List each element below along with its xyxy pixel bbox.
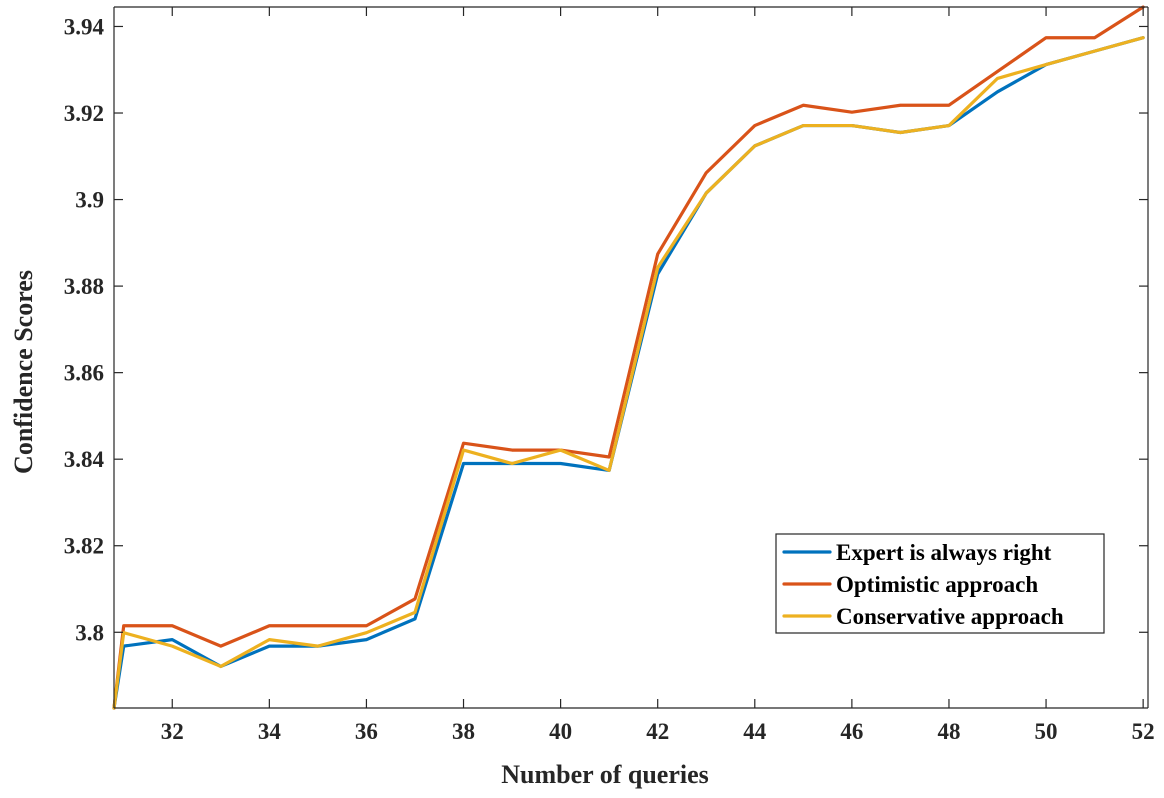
legend-items: Expert is always right Optimistic approac… bbox=[782, 540, 1064, 629]
series-layer bbox=[112, 5, 1145, 710]
y-tick-label: 3.94 bbox=[64, 14, 105, 39]
y-tick-label: 3.82 bbox=[64, 534, 104, 559]
series-line-3 bbox=[112, 36, 1145, 710]
x-tick-label: 40 bbox=[549, 719, 572, 744]
y-tick-label: 3.8 bbox=[75, 620, 104, 645]
y-tick-label: 3.9 bbox=[75, 188, 104, 213]
x-tick-label: 38 bbox=[452, 719, 475, 744]
legend: Expert is always right Optimistic approac… bbox=[775, 533, 1105, 634]
x-tick-label: 36 bbox=[355, 719, 378, 744]
axes bbox=[113, 6, 1149, 709]
x-tick-label: 46 bbox=[840, 719, 863, 744]
x-axis-title: Number of queries bbox=[501, 760, 709, 789]
y-tick-label: 3.84 bbox=[64, 447, 105, 472]
x-tick-label: 44 bbox=[743, 719, 767, 744]
y-tick-label: 3.86 bbox=[64, 361, 104, 386]
legend-label-3: Conservative approach bbox=[836, 604, 1064, 629]
legend-label-2: Optimistic approach bbox=[836, 572, 1038, 597]
y-axis-title: Confidence Scores bbox=[9, 270, 38, 474]
series-line-2 bbox=[112, 5, 1145, 710]
x-tick-label: 34 bbox=[258, 719, 282, 744]
x-tick-label: 32 bbox=[161, 719, 184, 744]
ticks: 32 34 36 38 40 42 44 46 48 50 52 3.8 3.82 3.84 3.86 3.8… bbox=[64, 7, 1155, 744]
y-tick-label: 3.92 bbox=[64, 101, 104, 126]
x-tick-label: 48 bbox=[937, 719, 960, 744]
x-tick-label: 52 bbox=[1132, 719, 1155, 744]
x-tick-label: 50 bbox=[1035, 719, 1058, 744]
y-tick-label: 3.88 bbox=[64, 274, 104, 299]
x-tick-label: 42 bbox=[646, 719, 669, 744]
legend-label-1: Expert is always right bbox=[836, 540, 1052, 565]
